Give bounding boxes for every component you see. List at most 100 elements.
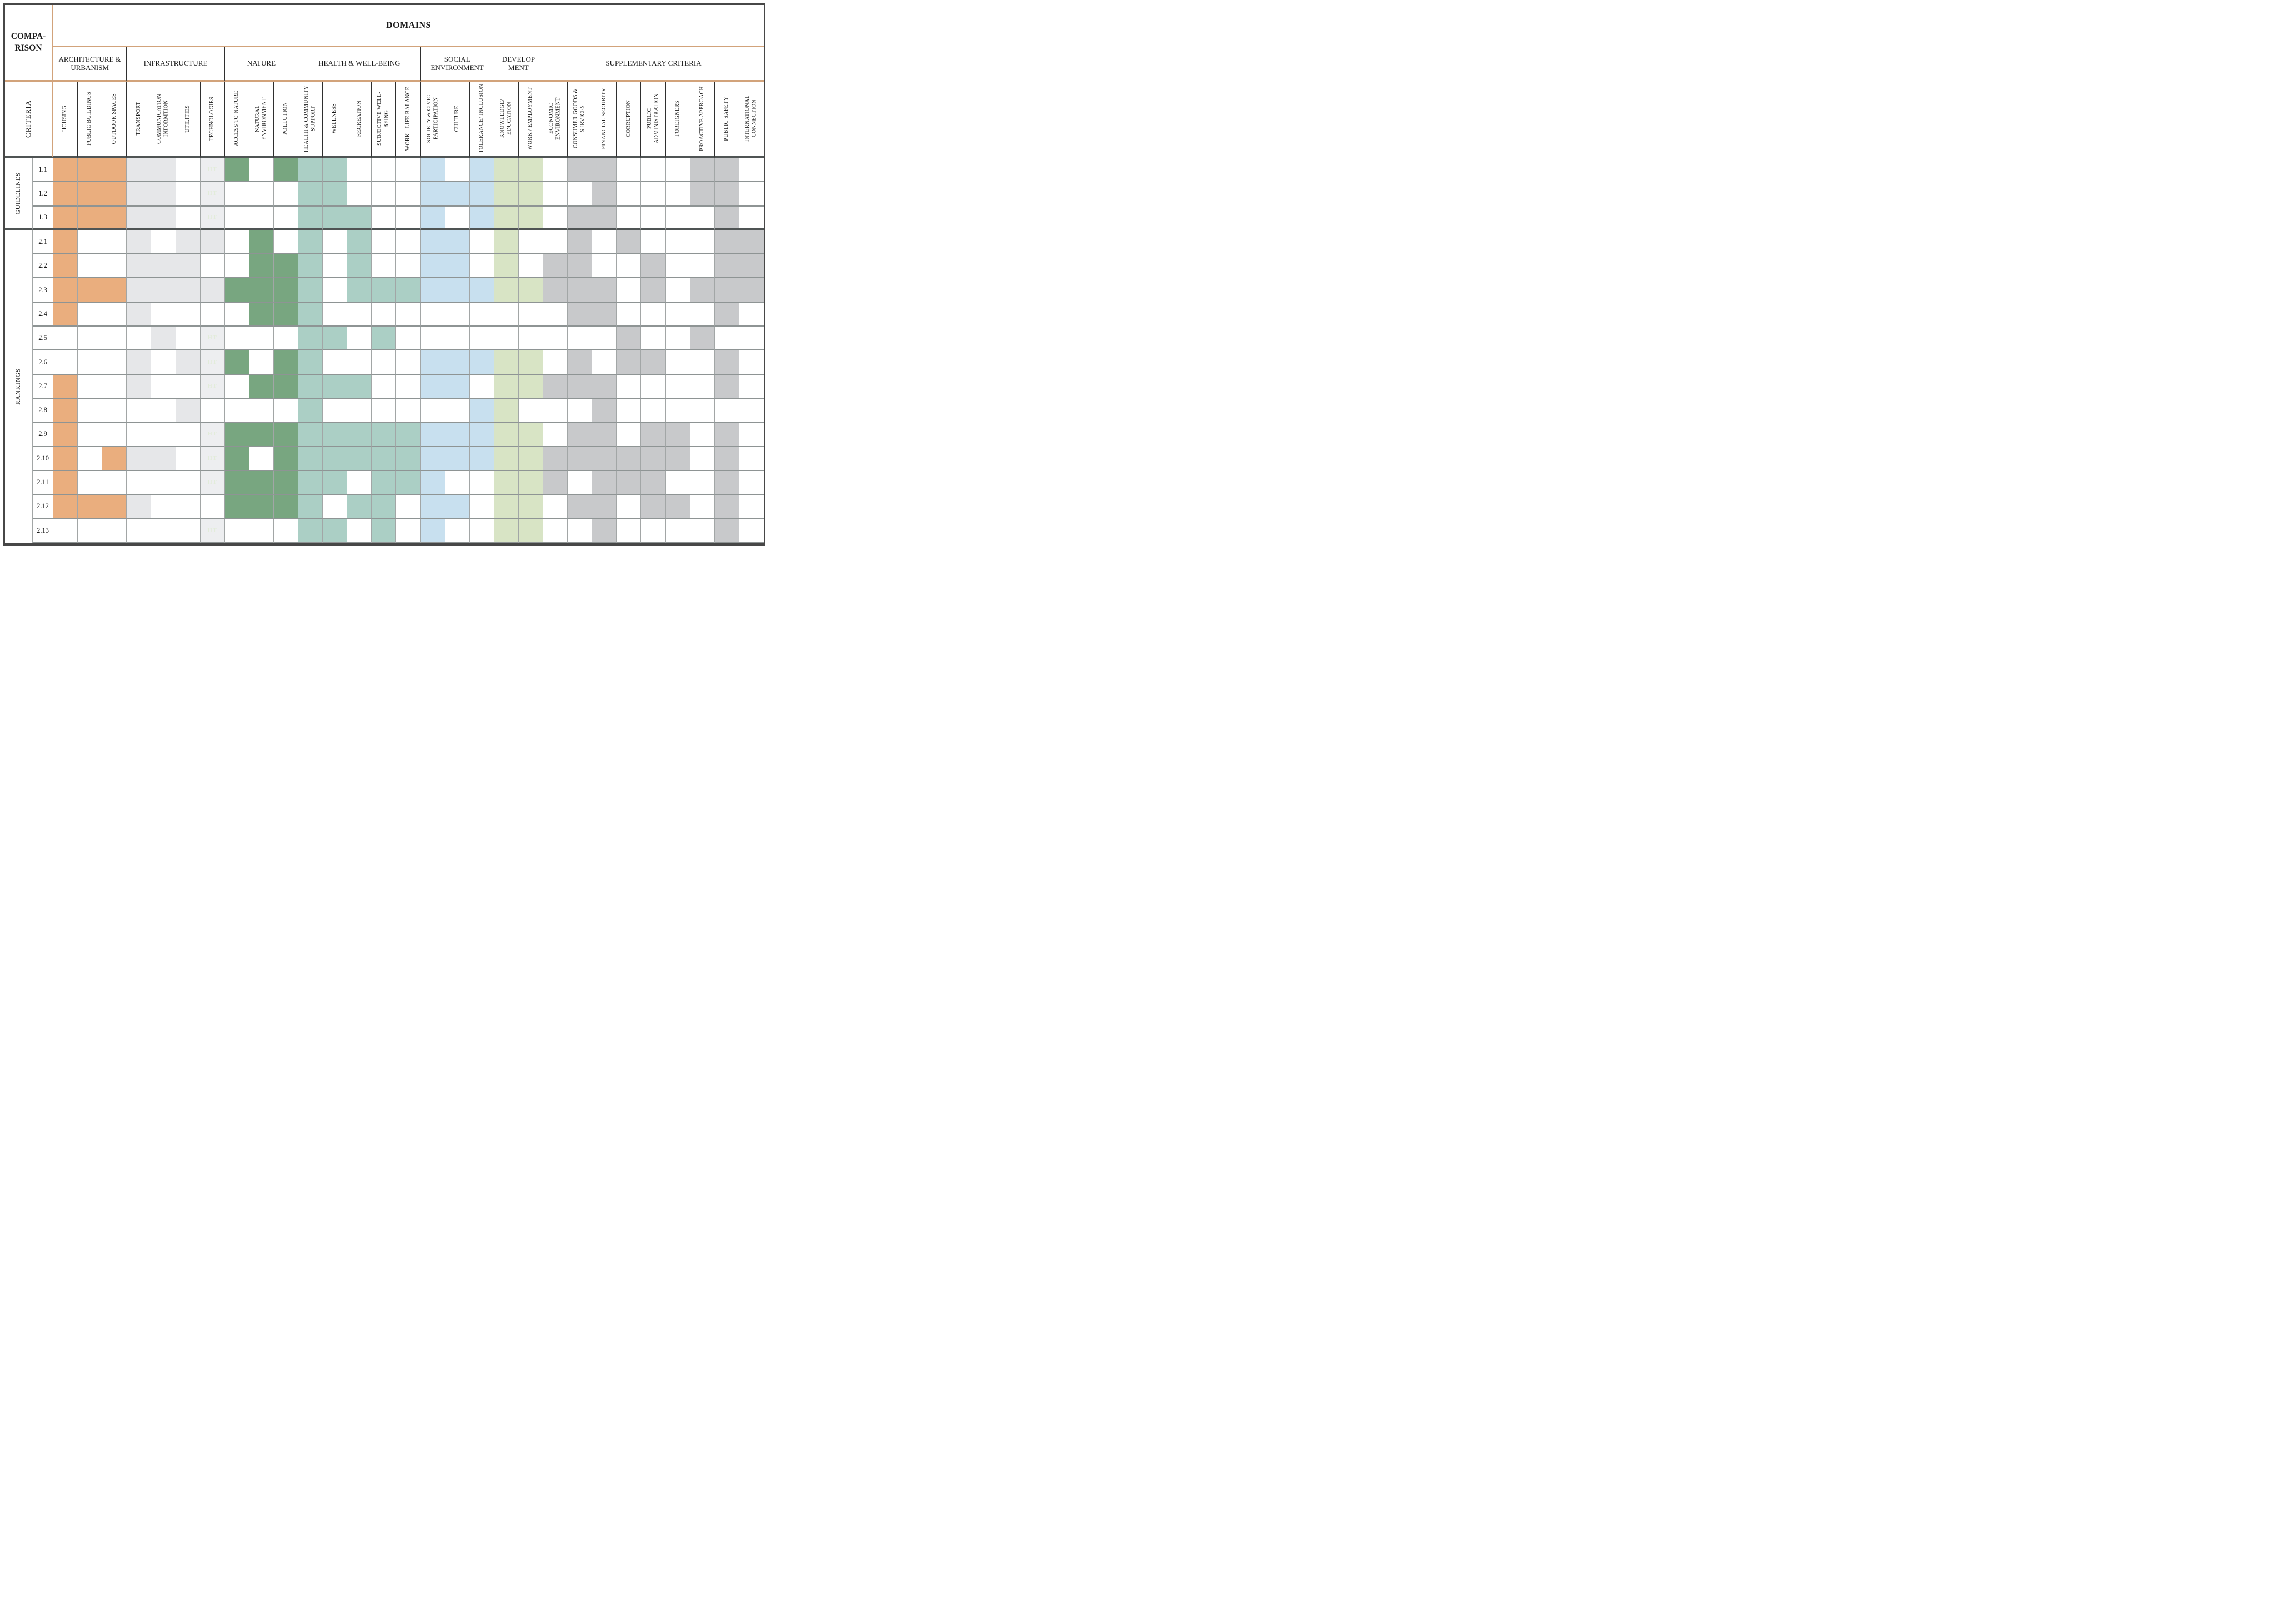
matrix-cell [396, 158, 421, 183]
matrix-cell [200, 398, 225, 423]
matrix-cell [102, 327, 127, 351]
matrix-cell [298, 158, 323, 183]
matrix-cell [176, 470, 201, 495]
matrix-cell [469, 230, 494, 255]
matrix-cell [518, 206, 544, 230]
matrix-cell [568, 398, 593, 423]
matrix-cell [78, 278, 103, 303]
matrix-cell [739, 350, 764, 375]
matrix-cell [543, 447, 568, 471]
matrix-cell [543, 254, 568, 279]
matrix-cell: HT [200, 519, 225, 543]
matrix-cell [176, 302, 201, 327]
matrix-cell [78, 327, 103, 351]
matrix-cell [127, 278, 152, 303]
matrix-cell [494, 327, 519, 351]
matrix-cell [445, 254, 470, 279]
row-number: 2.7 [33, 374, 53, 399]
matrix-cell [543, 182, 568, 207]
matrix-cell [641, 278, 666, 303]
matrix-cell [151, 495, 176, 519]
matrix-cell [102, 158, 127, 183]
matrix-cell [739, 470, 764, 495]
column-header-label: PUBLIC ADMINISTRATION [646, 93, 660, 144]
matrix-cell [665, 206, 690, 230]
matrix-cell [641, 374, 666, 399]
matrix-cell [102, 374, 127, 399]
matrix-cell [518, 519, 544, 543]
matrix-cell [543, 206, 568, 230]
matrix-cell [469, 182, 494, 207]
matrix-cell [127, 350, 152, 375]
matrix-cell [543, 350, 568, 375]
domain-group-header: DEVELOP MENT [494, 47, 544, 82]
comparison-matrix-figure: COMPA-RISON DOMAINS CRITERIA ARCHITECTUR… [3, 3, 765, 546]
matrix-cell [249, 206, 274, 230]
matrix-cell [714, 423, 739, 447]
matrix-cell [617, 230, 642, 255]
matrix-cell [518, 254, 544, 279]
column-header: PUBLIC SAFETY [714, 82, 739, 158]
matrix-cell [518, 447, 544, 471]
matrix-cell [200, 254, 225, 279]
matrix-cell [127, 206, 152, 230]
row-number: 2.10 [33, 447, 53, 471]
matrix-cell [224, 182, 249, 207]
matrix-cell [543, 158, 568, 183]
matrix-cell [53, 350, 78, 375]
matrix-cell [347, 302, 372, 327]
matrix-cell [445, 230, 470, 255]
matrix-cell [690, 519, 715, 543]
matrix-cell [592, 495, 617, 519]
matrix-cell [469, 495, 494, 519]
matrix-cell [469, 302, 494, 327]
row-group-label-text: GUIDELINES [15, 172, 22, 215]
matrix-cell [714, 447, 739, 471]
matrix-cell [127, 398, 152, 423]
matrix-cell [347, 423, 372, 447]
matrix-cell [641, 158, 666, 183]
matrix-cell [200, 495, 225, 519]
matrix-cell [592, 158, 617, 183]
matrix-cell [714, 182, 739, 207]
matrix-cell [323, 230, 348, 255]
matrix-cell [494, 230, 519, 255]
matrix-cell [151, 447, 176, 471]
matrix-cell [224, 470, 249, 495]
matrix-cell [445, 158, 470, 183]
criteria-header-cell: CRITERIA [5, 82, 53, 158]
matrix-cell [739, 398, 764, 423]
column-header-label: ECONOMIC ENVIRONMENT [548, 97, 562, 140]
matrix-cell [372, 519, 397, 543]
matrix-cell [127, 158, 152, 183]
matrix-cell [420, 302, 445, 327]
matrix-cell [151, 302, 176, 327]
matrix-cell [445, 327, 470, 351]
matrix-cell [151, 278, 176, 303]
matrix-cell [518, 470, 544, 495]
column-header-label: KNOWLEDGE/ EDUCATION [499, 99, 513, 138]
matrix-cell [592, 182, 617, 207]
matrix-cell [127, 230, 152, 255]
matrix-cell [494, 158, 519, 183]
matrix-cell [200, 278, 225, 303]
column-header: CORRUPTION [617, 82, 642, 158]
matrix-cell [469, 423, 494, 447]
domain-group-header: NATURE [224, 47, 299, 82]
matrix-cell [249, 398, 274, 423]
domain-group-header: ARCHITECTURE & URBANISM [53, 47, 127, 82]
matrix-cell [690, 447, 715, 471]
matrix-cell [445, 519, 470, 543]
matrix-cell [641, 182, 666, 207]
matrix-cell [617, 278, 642, 303]
matrix-cell [641, 302, 666, 327]
matrix-cell [298, 398, 323, 423]
column-header-label: FINANCIAL SECURITY [600, 88, 607, 149]
matrix-cell [690, 230, 715, 255]
matrix-cell [665, 374, 690, 399]
ht-marker: HT [207, 431, 217, 438]
column-header: FINANCIAL SECURITY [592, 82, 617, 158]
matrix-cell [396, 470, 421, 495]
matrix-cell [323, 302, 348, 327]
ht-marker: HT [207, 214, 217, 220]
